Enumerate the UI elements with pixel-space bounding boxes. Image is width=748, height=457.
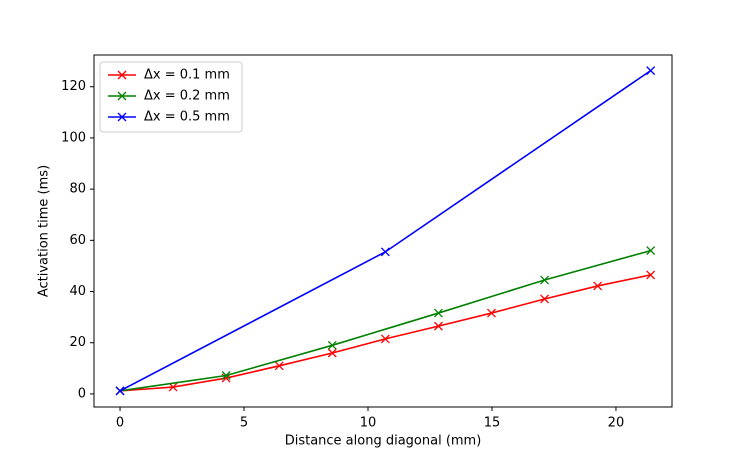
x-tick-label: 10	[360, 416, 377, 431]
marker	[380, 334, 390, 344]
y-tick-label: 60	[69, 233, 86, 248]
y-tick-label: 20	[69, 335, 86, 350]
y-tick-label: 40	[69, 284, 86, 299]
legend-marker	[117, 112, 127, 122]
marker	[593, 281, 603, 291]
y-tick-label: 120	[61, 79, 86, 94]
marker	[540, 275, 550, 285]
legend: Δx = 0.1 mm Δx = 0.2 mm Δx = 0.5 mm	[99, 61, 243, 133]
y-tick-label: 100	[61, 130, 86, 145]
legend-box	[99, 61, 243, 133]
legend-label: Δx = 0.5 mm	[144, 110, 230, 125]
x-tick-label: 20	[608, 416, 625, 431]
marker	[115, 386, 125, 396]
marker	[274, 361, 284, 371]
legend-label: Δx = 0.2 mm	[144, 89, 230, 104]
x-tick-label: 0	[116, 416, 124, 431]
marker	[327, 340, 337, 350]
legend-marker	[117, 70, 127, 80]
plot-frame	[93, 54, 673, 408]
marker	[221, 371, 231, 380]
y-tick-label: 0	[78, 386, 86, 401]
marker	[380, 247, 390, 257]
marker	[433, 308, 443, 318]
marker	[540, 294, 550, 304]
marker	[327, 348, 337, 358]
x-tick-label: 5	[240, 416, 248, 431]
series-line	[119, 249, 651, 392]
series-line	[119, 274, 651, 392]
x-tick-label: 15	[484, 416, 501, 431]
y-axis-label: Activation time (ms)	[37, 165, 52, 297]
marker	[433, 321, 443, 331]
legend-label: Δx = 0.1 mm	[144, 68, 230, 83]
x-axis-label: Distance along diagonal (mm)	[285, 434, 482, 449]
marker	[646, 246, 656, 256]
y-tick-label: 80	[69, 182, 86, 197]
marker	[487, 308, 496, 318]
marker	[646, 270, 656, 280]
legend-marker	[117, 91, 127, 101]
marker	[646, 66, 656, 76]
